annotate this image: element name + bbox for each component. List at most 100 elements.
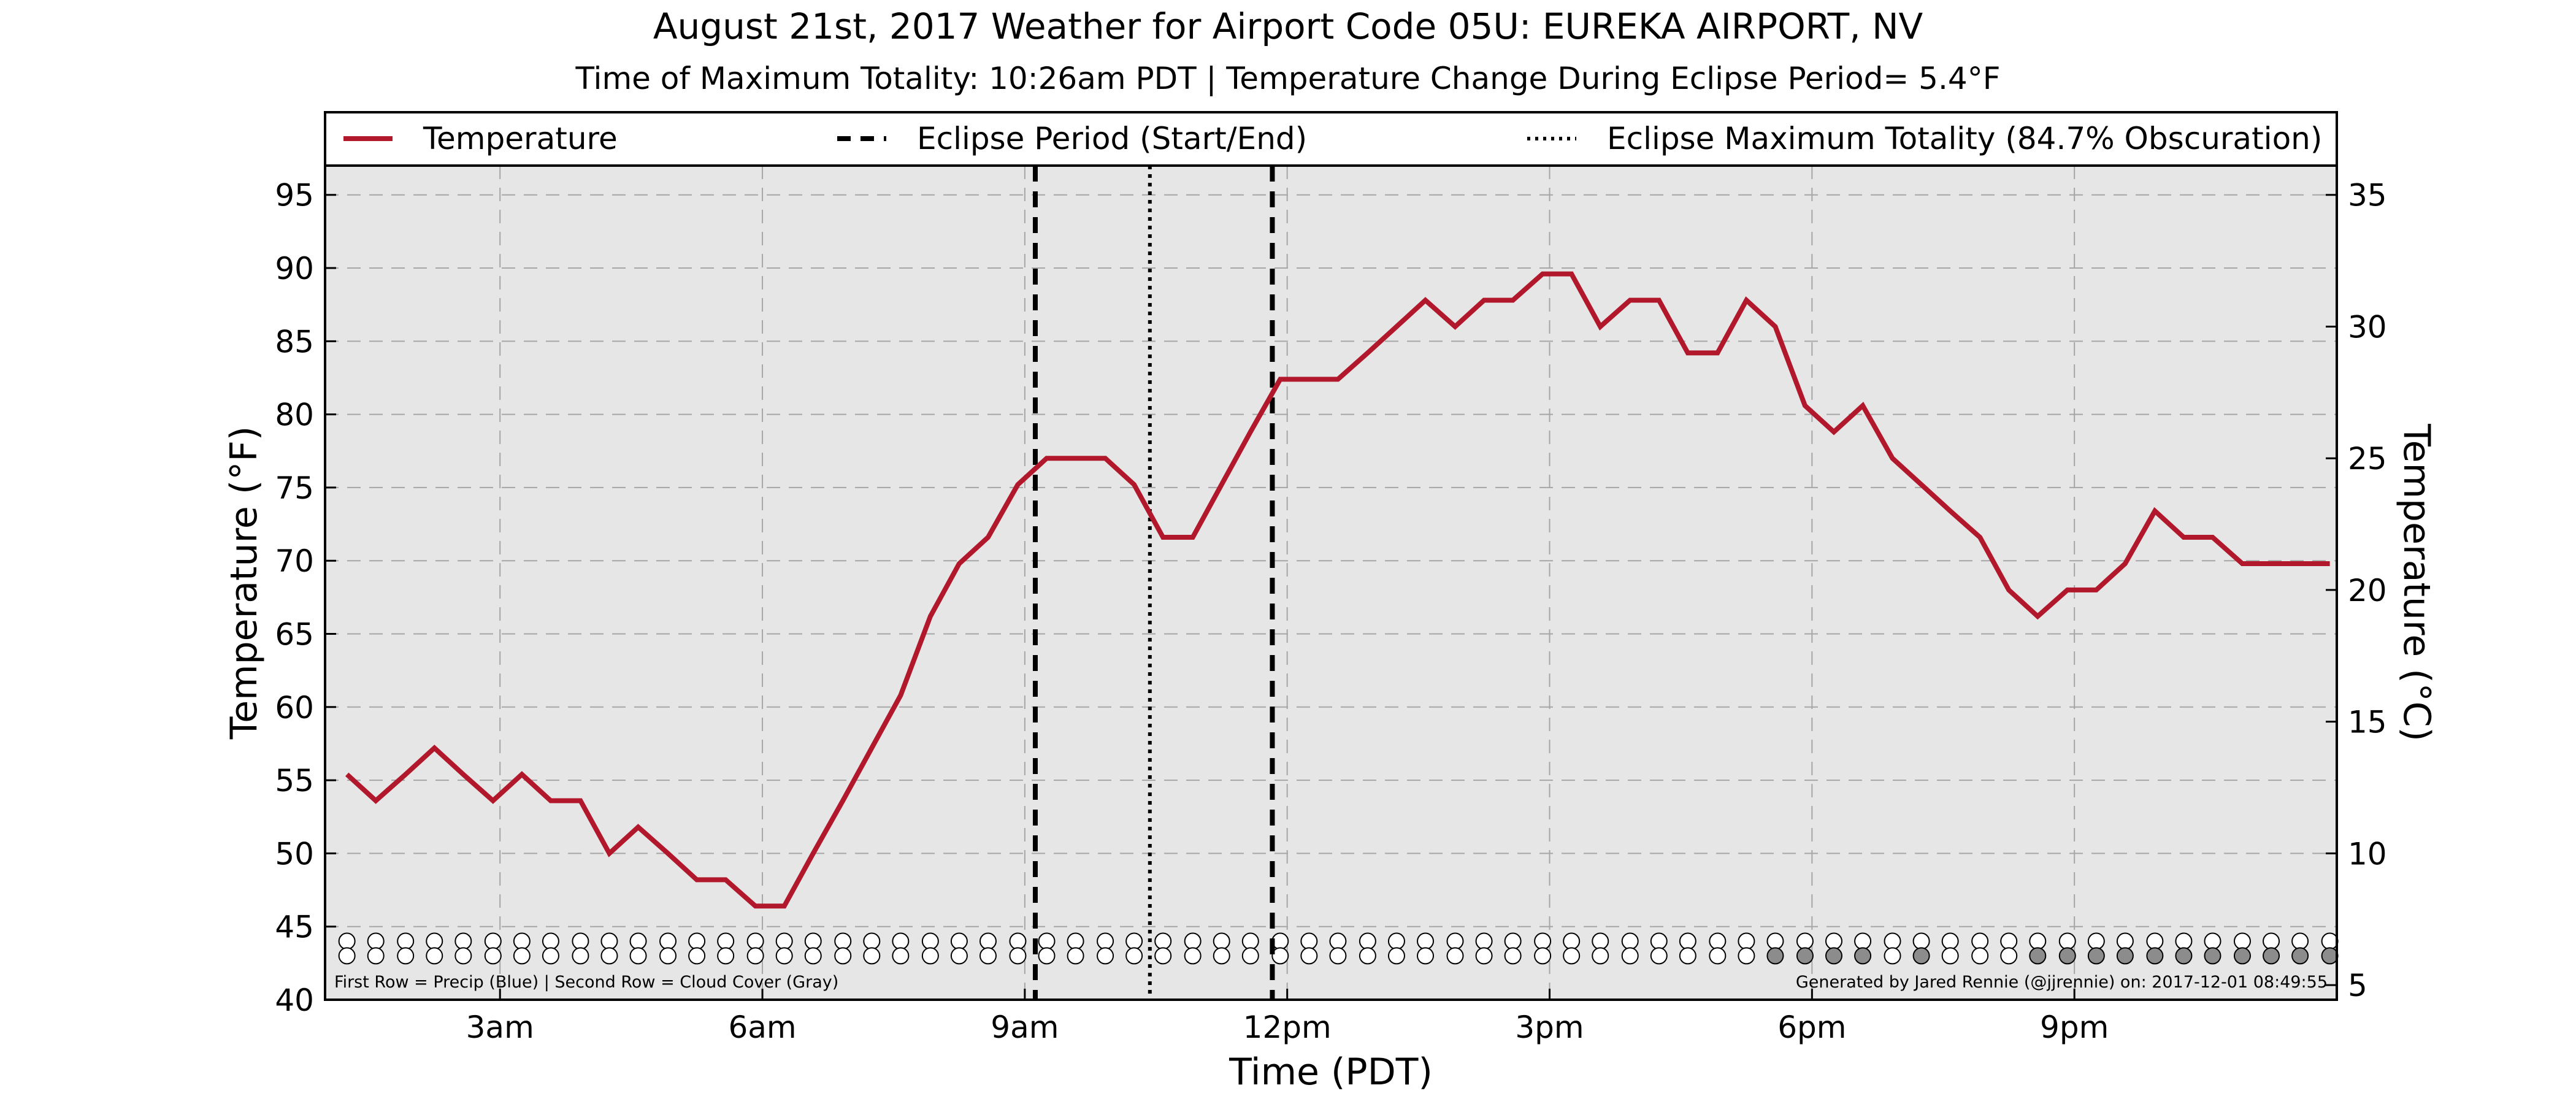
y-tick-label: 70 bbox=[275, 543, 314, 579]
x-tick-label: 3am bbox=[466, 1010, 534, 1045]
precip-marker bbox=[629, 932, 647, 950]
cloud-marker bbox=[1621, 947, 1639, 965]
cloud-marker bbox=[629, 947, 647, 965]
cloud-marker bbox=[688, 947, 706, 965]
temperature-line bbox=[345, 271, 2330, 909]
cloud-marker bbox=[1038, 947, 1056, 965]
cloud-marker bbox=[1679, 947, 1696, 965]
cloud-marker bbox=[1504, 947, 1522, 965]
precip-marker bbox=[1738, 932, 1755, 950]
precip-marker bbox=[2029, 932, 2047, 950]
precip-marker bbox=[1679, 932, 1696, 950]
precip-marker bbox=[2116, 932, 2134, 950]
y-tick-label: 90 bbox=[275, 251, 314, 286]
cloud-marker bbox=[1125, 947, 1143, 965]
cloud-marker bbox=[1766, 947, 1784, 965]
series-lines bbox=[345, 271, 2330, 909]
precip-marker bbox=[2175, 932, 2193, 950]
precip-marker bbox=[1709, 932, 1727, 950]
precip-marker bbox=[834, 932, 852, 950]
precip-marker bbox=[1796, 932, 1814, 950]
precip-marker bbox=[717, 932, 735, 950]
precip-marker bbox=[2263, 932, 2280, 950]
cloud-marker bbox=[1241, 947, 1259, 965]
y-tick-label: 40 bbox=[275, 983, 314, 1018]
grid-lines bbox=[325, 166, 2337, 1000]
cloud-marker bbox=[1738, 947, 1755, 965]
cloud-marker bbox=[1009, 947, 1027, 965]
cloud-marker bbox=[454, 947, 472, 965]
eclipse-markers bbox=[1032, 166, 1275, 1000]
precip-marker bbox=[804, 932, 822, 950]
precip-marker bbox=[1854, 932, 1872, 950]
precip-marker bbox=[1884, 932, 1901, 950]
precip-marker bbox=[1766, 932, 1784, 950]
chart-title: August 21st, 2017 Weather for Airport Co… bbox=[653, 6, 1923, 47]
x-axis-label: Time (PDT) bbox=[1229, 1051, 1433, 1094]
precip-marker bbox=[1300, 932, 1318, 950]
cloud-marker bbox=[1884, 947, 1901, 965]
cloud-marker bbox=[717, 947, 735, 965]
precip-marker bbox=[572, 932, 589, 950]
cloud-marker bbox=[2204, 947, 2221, 965]
precip-marker bbox=[1359, 932, 1376, 950]
legend-label: Eclipse Period (Start/End) bbox=[917, 121, 1307, 156]
precip-marker bbox=[863, 932, 881, 950]
cloud-marker bbox=[1825, 947, 1842, 965]
precip-marker bbox=[338, 932, 356, 950]
x-tick-label: 9am bbox=[991, 1010, 1059, 1045]
precip-marker bbox=[775, 932, 793, 950]
precip-marker bbox=[2321, 932, 2339, 950]
cloud-marker bbox=[542, 947, 559, 965]
cloud-marker bbox=[397, 947, 415, 965]
cloud-marker bbox=[1097, 947, 1114, 965]
precip-marker bbox=[1417, 932, 1435, 950]
cloud-marker bbox=[1854, 947, 1872, 965]
cloud-marker bbox=[746, 947, 764, 965]
precip-marker bbox=[688, 932, 706, 950]
cloud-marker bbox=[1941, 947, 1959, 965]
cloud-marker bbox=[572, 947, 589, 965]
cloud-marker bbox=[1417, 947, 1435, 965]
y-tick-label: 85 bbox=[275, 324, 314, 359]
cloud-marker bbox=[1446, 947, 1464, 965]
cloud-marker bbox=[2087, 947, 2105, 965]
axes: 40 45 50 55 60 65 70 75 80 85 90 95 5 10 15 20 25 30 35 3am… bbox=[275, 178, 2386, 1045]
cloud-marker bbox=[2116, 947, 2134, 965]
cloud-marker bbox=[804, 947, 822, 965]
precip-marker bbox=[1067, 932, 1084, 950]
precip-marker bbox=[2291, 932, 2309, 950]
y2-tick-label: 10 bbox=[2348, 836, 2387, 872]
precip-marker bbox=[950, 932, 968, 950]
precip-marker bbox=[921, 932, 939, 950]
cloud-marker bbox=[1154, 947, 1172, 965]
y-tick-label: 75 bbox=[275, 470, 314, 506]
cloud-marker bbox=[1912, 947, 1930, 965]
cloud-marker bbox=[775, 947, 793, 965]
precip-marker bbox=[1241, 932, 1259, 950]
precip-marker bbox=[542, 932, 559, 950]
precip-marker bbox=[1213, 932, 1230, 950]
precip-marker bbox=[1038, 932, 1056, 950]
y-tick-label: 95 bbox=[275, 178, 314, 213]
footer-left: First Row = Precip (Blue) | Second Row =… bbox=[334, 973, 838, 992]
cloud-marker bbox=[1592, 947, 1609, 965]
cloud-marker bbox=[2321, 947, 2339, 965]
x-tick-label: 9pm bbox=[2040, 1010, 2109, 1045]
footer-right: Generated by Jared Rennie (@jjrennie) on… bbox=[1796, 973, 2328, 992]
cloud-marker bbox=[1387, 947, 1405, 965]
y-tick-label: 50 bbox=[275, 836, 314, 872]
cloud-marker bbox=[1650, 947, 1668, 965]
cloud-marker bbox=[1971, 947, 1989, 965]
x-tick-label: 3pm bbox=[1515, 1010, 1584, 1045]
cloud-marker bbox=[1329, 947, 1347, 965]
cloud-cover-markers bbox=[338, 932, 2339, 965]
y-tick-label: 80 bbox=[275, 397, 314, 433]
precip-marker bbox=[1563, 932, 1581, 950]
x-tick-label: 6am bbox=[728, 1010, 796, 1045]
cloud-marker bbox=[1271, 947, 1289, 965]
cloud-marker bbox=[426, 947, 443, 965]
precip-marker bbox=[1504, 932, 1522, 950]
precip-marker bbox=[1329, 932, 1347, 950]
